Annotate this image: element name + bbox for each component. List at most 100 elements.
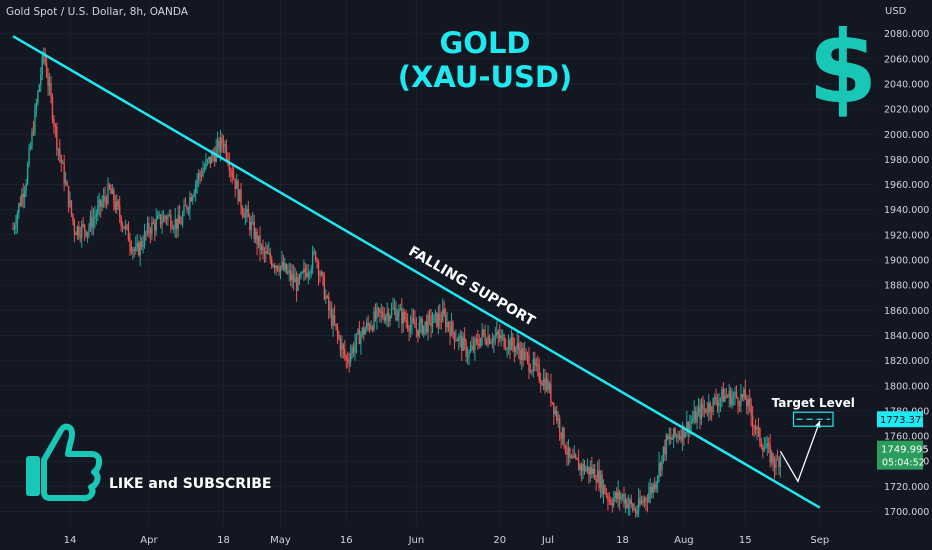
candle-down	[626, 499, 628, 508]
candle-up	[355, 333, 358, 345]
candle-up	[287, 271, 289, 273]
candle-up	[23, 190, 26, 198]
price-tick-label: 1720.000	[884, 482, 929, 493]
candle-up	[173, 228, 175, 230]
candle-up	[281, 261, 283, 267]
candle-down	[379, 308, 381, 313]
time-tick-label: 18	[616, 535, 629, 546]
candle-down	[190, 197, 193, 202]
candle-up	[627, 504, 630, 508]
symbol-header[interactable]: Gold Spot / U.S. Dollar, 8h, OANDA	[6, 6, 188, 18]
candle-down	[358, 329, 361, 344]
candle-up	[721, 388, 723, 399]
candle-up	[592, 468, 594, 475]
candle-down	[330, 309, 333, 326]
candle-up	[25, 183, 27, 191]
candle-down	[326, 296, 328, 298]
candle-up	[589, 467, 592, 475]
candle-up	[111, 189, 114, 194]
candle-up	[195, 183, 197, 193]
candle-down	[79, 235, 81, 238]
candle-down	[577, 459, 580, 471]
candle-up	[297, 276, 299, 291]
time-tick-label: 14	[64, 535, 77, 546]
candle-down	[709, 403, 711, 412]
candle-up	[275, 265, 277, 268]
candle-up	[268, 252, 270, 254]
candle-up	[500, 335, 502, 339]
candle-up	[205, 160, 207, 168]
time-tick-label: Jun	[408, 535, 425, 546]
candle-up	[21, 193, 23, 206]
candle-up	[288, 270, 290, 272]
time-tick-label: Sep	[810, 535, 829, 546]
candle-up	[734, 392, 736, 396]
candle-down	[544, 378, 546, 391]
candle-down	[278, 269, 280, 273]
candle-up	[579, 464, 581, 471]
candle-up	[554, 410, 556, 415]
candle-up	[257, 235, 260, 245]
candle-down	[78, 226, 80, 236]
candle-up	[80, 224, 83, 238]
candle-down	[430, 315, 432, 327]
candle-up	[238, 189, 241, 202]
candles	[12, 47, 782, 518]
candle-down	[256, 231, 258, 245]
candle-down	[687, 421, 689, 434]
candle-up	[364, 329, 366, 335]
candle-up	[38, 84, 41, 92]
candle-down	[436, 312, 438, 327]
candle-down	[121, 226, 124, 228]
candle-up	[13, 227, 16, 229]
candle-up	[192, 196, 194, 202]
last-price-tag	[877, 440, 923, 470]
candle-down	[333, 315, 336, 324]
candle-up	[143, 231, 146, 246]
candle-down	[171, 227, 174, 229]
candle-down	[159, 214, 162, 225]
candle-up	[655, 482, 657, 489]
candle-down	[133, 249, 136, 251]
candle-up	[652, 484, 654, 493]
candle-up	[136, 243, 138, 247]
candle-down	[314, 251, 317, 261]
candle-up	[341, 344, 343, 351]
candle-up	[763, 447, 765, 451]
candle-up	[392, 308, 394, 310]
candle-down	[319, 275, 321, 277]
candle-down	[773, 463, 776, 468]
candle-up	[15, 224, 17, 228]
candle-up	[668, 436, 670, 439]
candle-up	[728, 390, 730, 398]
candle-down	[580, 464, 583, 471]
candle-down	[538, 365, 540, 381]
candle-down	[338, 334, 340, 339]
candle-up	[124, 225, 127, 229]
candle-up	[643, 498, 646, 503]
candle-up	[40, 75, 42, 85]
candle-down	[323, 276, 326, 300]
candle-up	[471, 345, 473, 350]
candle-down	[735, 392, 738, 398]
candle-down	[680, 436, 682, 441]
candle-down	[322, 272, 324, 277]
candle-up	[41, 54, 43, 76]
candle-up	[466, 356, 469, 358]
candle-down	[113, 189, 115, 204]
candle-down	[140, 241, 143, 247]
candle-down	[282, 261, 285, 270]
time-tick-label: 20	[493, 535, 506, 546]
candle-down	[528, 356, 530, 371]
price-tick-label: 1800.000	[884, 381, 929, 392]
candle-down	[482, 329, 485, 335]
candle-down	[674, 428, 676, 436]
candle-down	[522, 348, 524, 360]
candle-down	[738, 404, 741, 406]
candle-up	[649, 487, 651, 494]
candle-down	[558, 418, 561, 433]
candle-up	[351, 347, 353, 354]
candle-down	[551, 401, 554, 403]
